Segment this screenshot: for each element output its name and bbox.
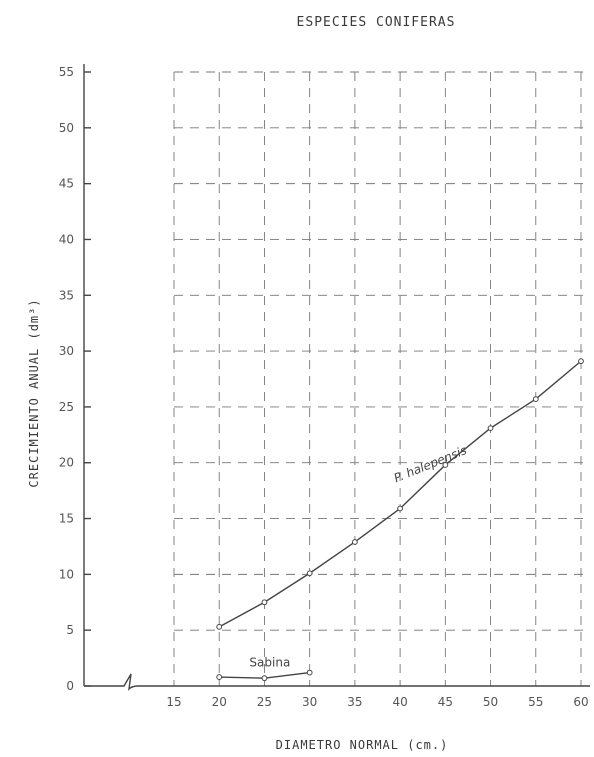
data-point-p-halepensis-60 [578,358,584,365]
chart-title: ESPECIES CONIFERAS [297,15,456,30]
x-tick-label-45: 45 [438,695,453,709]
data-point-p-halepensis-55 [532,396,539,402]
y-tick-label-55: 55 [59,65,74,79]
x-tick-label-35: 35 [347,695,362,709]
y-tick-label-0: 0 [66,679,74,693]
y-tick-label-5: 5 [66,623,74,637]
data-point-sabina-20 [216,674,223,680]
y-tick-label-50: 50 [59,121,74,135]
x-tick-label-15: 15 [166,695,181,709]
data-point-p-halepensis-45 [442,462,449,468]
y-tick-labels: 0 5 10 15 20 25 30 35 40 45 50 55 [59,65,74,693]
data-point-sabina-30 [306,669,313,676]
y-tick-label-40: 40 [59,232,74,246]
y-tick-label-35: 35 [59,288,74,302]
data-point-p-halepensis-20 [216,623,223,630]
x-tick-label-60: 60 [573,695,588,709]
y-tick-label-10: 10 [59,567,74,581]
series-label-sabina: Sabina [249,656,290,670]
x-axis-line [84,673,590,691]
x-tick-label-20: 20 [212,695,227,709]
y-tick-label-30: 30 [59,344,74,358]
y-axis-label: CRECIMIENTO ANUAL (dm³) [27,298,41,487]
y-tick-label-20: 20 [59,456,74,470]
data-point-p-halepensis-25 [261,599,268,606]
data-point-sabina-25 [261,675,268,682]
axes [83,64,590,691]
x-tick-label-25: 25 [257,695,272,709]
data-point-p-halepensis-35 [351,539,358,545]
x-tick-label-40: 40 [392,695,407,709]
x-tick-label-50: 50 [483,695,498,709]
y-tick-label-45: 45 [59,177,74,191]
data-point-p-halepensis-30 [306,570,313,577]
data-point-p-halepensis-40 [397,505,404,512]
x-axis-label: DIAMETRO NORMAL (cm.) [276,738,449,752]
x-tick-label-55: 55 [528,695,543,709]
y-tick-label-15: 15 [59,512,74,526]
x-tick-labels: 15 20 25 30 35 40 45 50 55 60 [166,695,588,709]
data-point-p-halepensis-50 [487,425,494,432]
grid [173,71,589,686]
x-tick-label-30: 30 [302,695,317,709]
y-tick-label-25: 25 [59,400,74,414]
